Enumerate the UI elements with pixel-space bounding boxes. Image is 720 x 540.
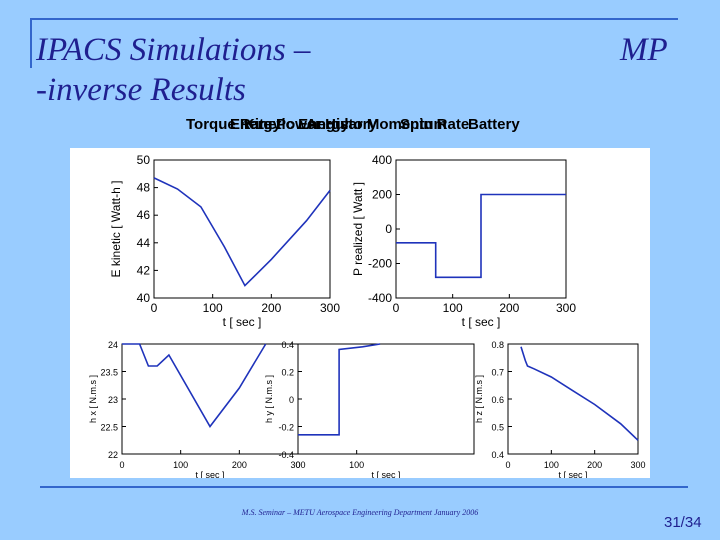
title-frame-top	[30, 18, 678, 20]
x-tick-label: 200	[499, 301, 519, 315]
x-tick-label: 0	[295, 460, 300, 470]
y-tick-label: -200	[368, 257, 392, 271]
series-line	[520, 346, 639, 441]
y-axis-label: h x [ N.m.s ]	[88, 375, 98, 423]
plot-3: 22 22.5 23 23.5 24 0 100 200 300 t [ sec ] h x [ N…	[88, 340, 306, 478]
y-tick-label: 23.5	[100, 368, 118, 378]
y-tick-label: 46	[137, 208, 151, 222]
x-tick-label: 0	[505, 460, 510, 470]
series-line	[298, 343, 381, 436]
title-frame-left	[30, 18, 32, 68]
y-tick-label: 0.7	[491, 368, 504, 378]
y-tick-label: 22.5	[100, 423, 118, 433]
x-axis-label: t [ sec ]	[195, 470, 224, 478]
y-tick-label: 48	[137, 181, 151, 195]
x-axis-label: t [ sec ]	[223, 315, 262, 329]
y-tick-label: 23	[108, 395, 118, 405]
plot-5: 0.4 0.5 0.6 0.7 0.8 0 100 200 300 t [ sec ] h z [ …	[474, 340, 646, 478]
y-tick-label: 0.4	[281, 340, 294, 350]
y-tick-label: 22	[108, 450, 118, 460]
y-tick-label: -400	[368, 291, 392, 305]
plots-svg: 40 42 44 46 48 50 0 100 200 300 t [ sec ] E kinetic…	[88, 153, 646, 478]
x-tick-label: 100	[443, 301, 463, 315]
x-tick-label: 100	[173, 460, 188, 470]
y-tick-label: 44	[137, 236, 151, 250]
plot-4: -0.4 -0.2 0 0.2 0.4 0 100 t [ sec ] h y [ N.m.s …	[264, 340, 475, 478]
y-tick-label: 0.5	[491, 423, 504, 433]
y-tick-label: -0.2	[278, 423, 294, 433]
y-tick-label: 200	[372, 188, 392, 202]
overlap-title-4: Power History	[276, 116, 377, 133]
plot-2: -400 -200 0 200 400 0 100 200 300 t [ sec ] P real…	[351, 153, 576, 329]
x-tick-label: 0	[151, 301, 158, 315]
footer-divider	[40, 486, 688, 488]
y-tick-label: 0	[289, 395, 294, 405]
plot-frame	[297, 343, 475, 455]
x-tick-label: 100	[544, 460, 559, 470]
plots-panel: 40 42 44 46 48 50 0 100 200 300 t [ sec ] E kinetic…	[70, 148, 650, 478]
y-tick-label: 400	[372, 153, 392, 167]
y-axis-label: P realized [ Watt ]	[351, 182, 365, 276]
x-tick-label: 300	[556, 301, 576, 315]
y-tick-label: 0.8	[491, 340, 504, 350]
y-tick-label: 0.2	[281, 368, 294, 378]
series-line	[153, 177, 331, 287]
x-tick-label: 200	[587, 460, 602, 470]
x-tick-label: 300	[320, 301, 340, 315]
y-axis-label: h z [ N.m.s ]	[474, 375, 484, 423]
x-axis-label: t [ sec ]	[462, 315, 501, 329]
footer-text: M.S. Seminar – METU Aerospace Engineerin…	[241, 508, 479, 517]
overlap-title-2: Energy	[230, 116, 281, 133]
x-tick-label: 200	[232, 460, 247, 470]
x-tick-label: 300	[290, 460, 305, 470]
overlap-title-7: Battery	[468, 116, 520, 133]
plot-frame	[507, 343, 639, 455]
corner-label: MP	[620, 32, 668, 68]
x-tick-label: 0	[119, 460, 124, 470]
y-tick-label: 0.4	[491, 450, 504, 460]
plot-frame	[153, 159, 331, 299]
y-tick-label: 42	[137, 263, 151, 277]
x-tick-label: 300	[630, 460, 645, 470]
x-tick-label: 0	[393, 301, 400, 315]
x-tick-label: 200	[261, 301, 281, 315]
y-tick-label: 0	[385, 222, 392, 236]
y-axis-label: E kinetic [ Watt-h ]	[109, 181, 123, 278]
overlap-title-3: Kinetic Energy	[244, 116, 350, 133]
series-line	[122, 343, 267, 428]
page-number: 31/34	[664, 514, 702, 531]
y-tick-label: 24	[108, 340, 118, 350]
x-tick-label: 100	[203, 301, 223, 315]
x-tick-label: 100	[349, 460, 364, 470]
slide-title: IPACS Simulations – -inverse Results	[36, 32, 311, 108]
series-line	[396, 193, 566, 279]
overlap-title-6: Angular Momentum	[306, 116, 447, 133]
y-tick-label: 0.6	[491, 395, 504, 405]
plot-frame	[121, 343, 299, 455]
y-axis-label: h y [ N.m.s ]	[264, 375, 274, 423]
plot-1: 40 42 44 46 48 50 0 100 200 300 t [ sec ] E kinetic…	[109, 153, 340, 329]
x-axis-label: t [ sec ]	[558, 470, 587, 478]
overlap-title-1: Torque Rate	[186, 116, 273, 133]
y-tick-label: 50	[137, 153, 151, 167]
x-axis-label: t [ sec ]	[371, 470, 400, 478]
overlap-title-5: Spin Rate	[400, 116, 470, 133]
y-tick-label: 40	[137, 291, 151, 305]
y-tick-label: -0.4	[278, 450, 294, 460]
